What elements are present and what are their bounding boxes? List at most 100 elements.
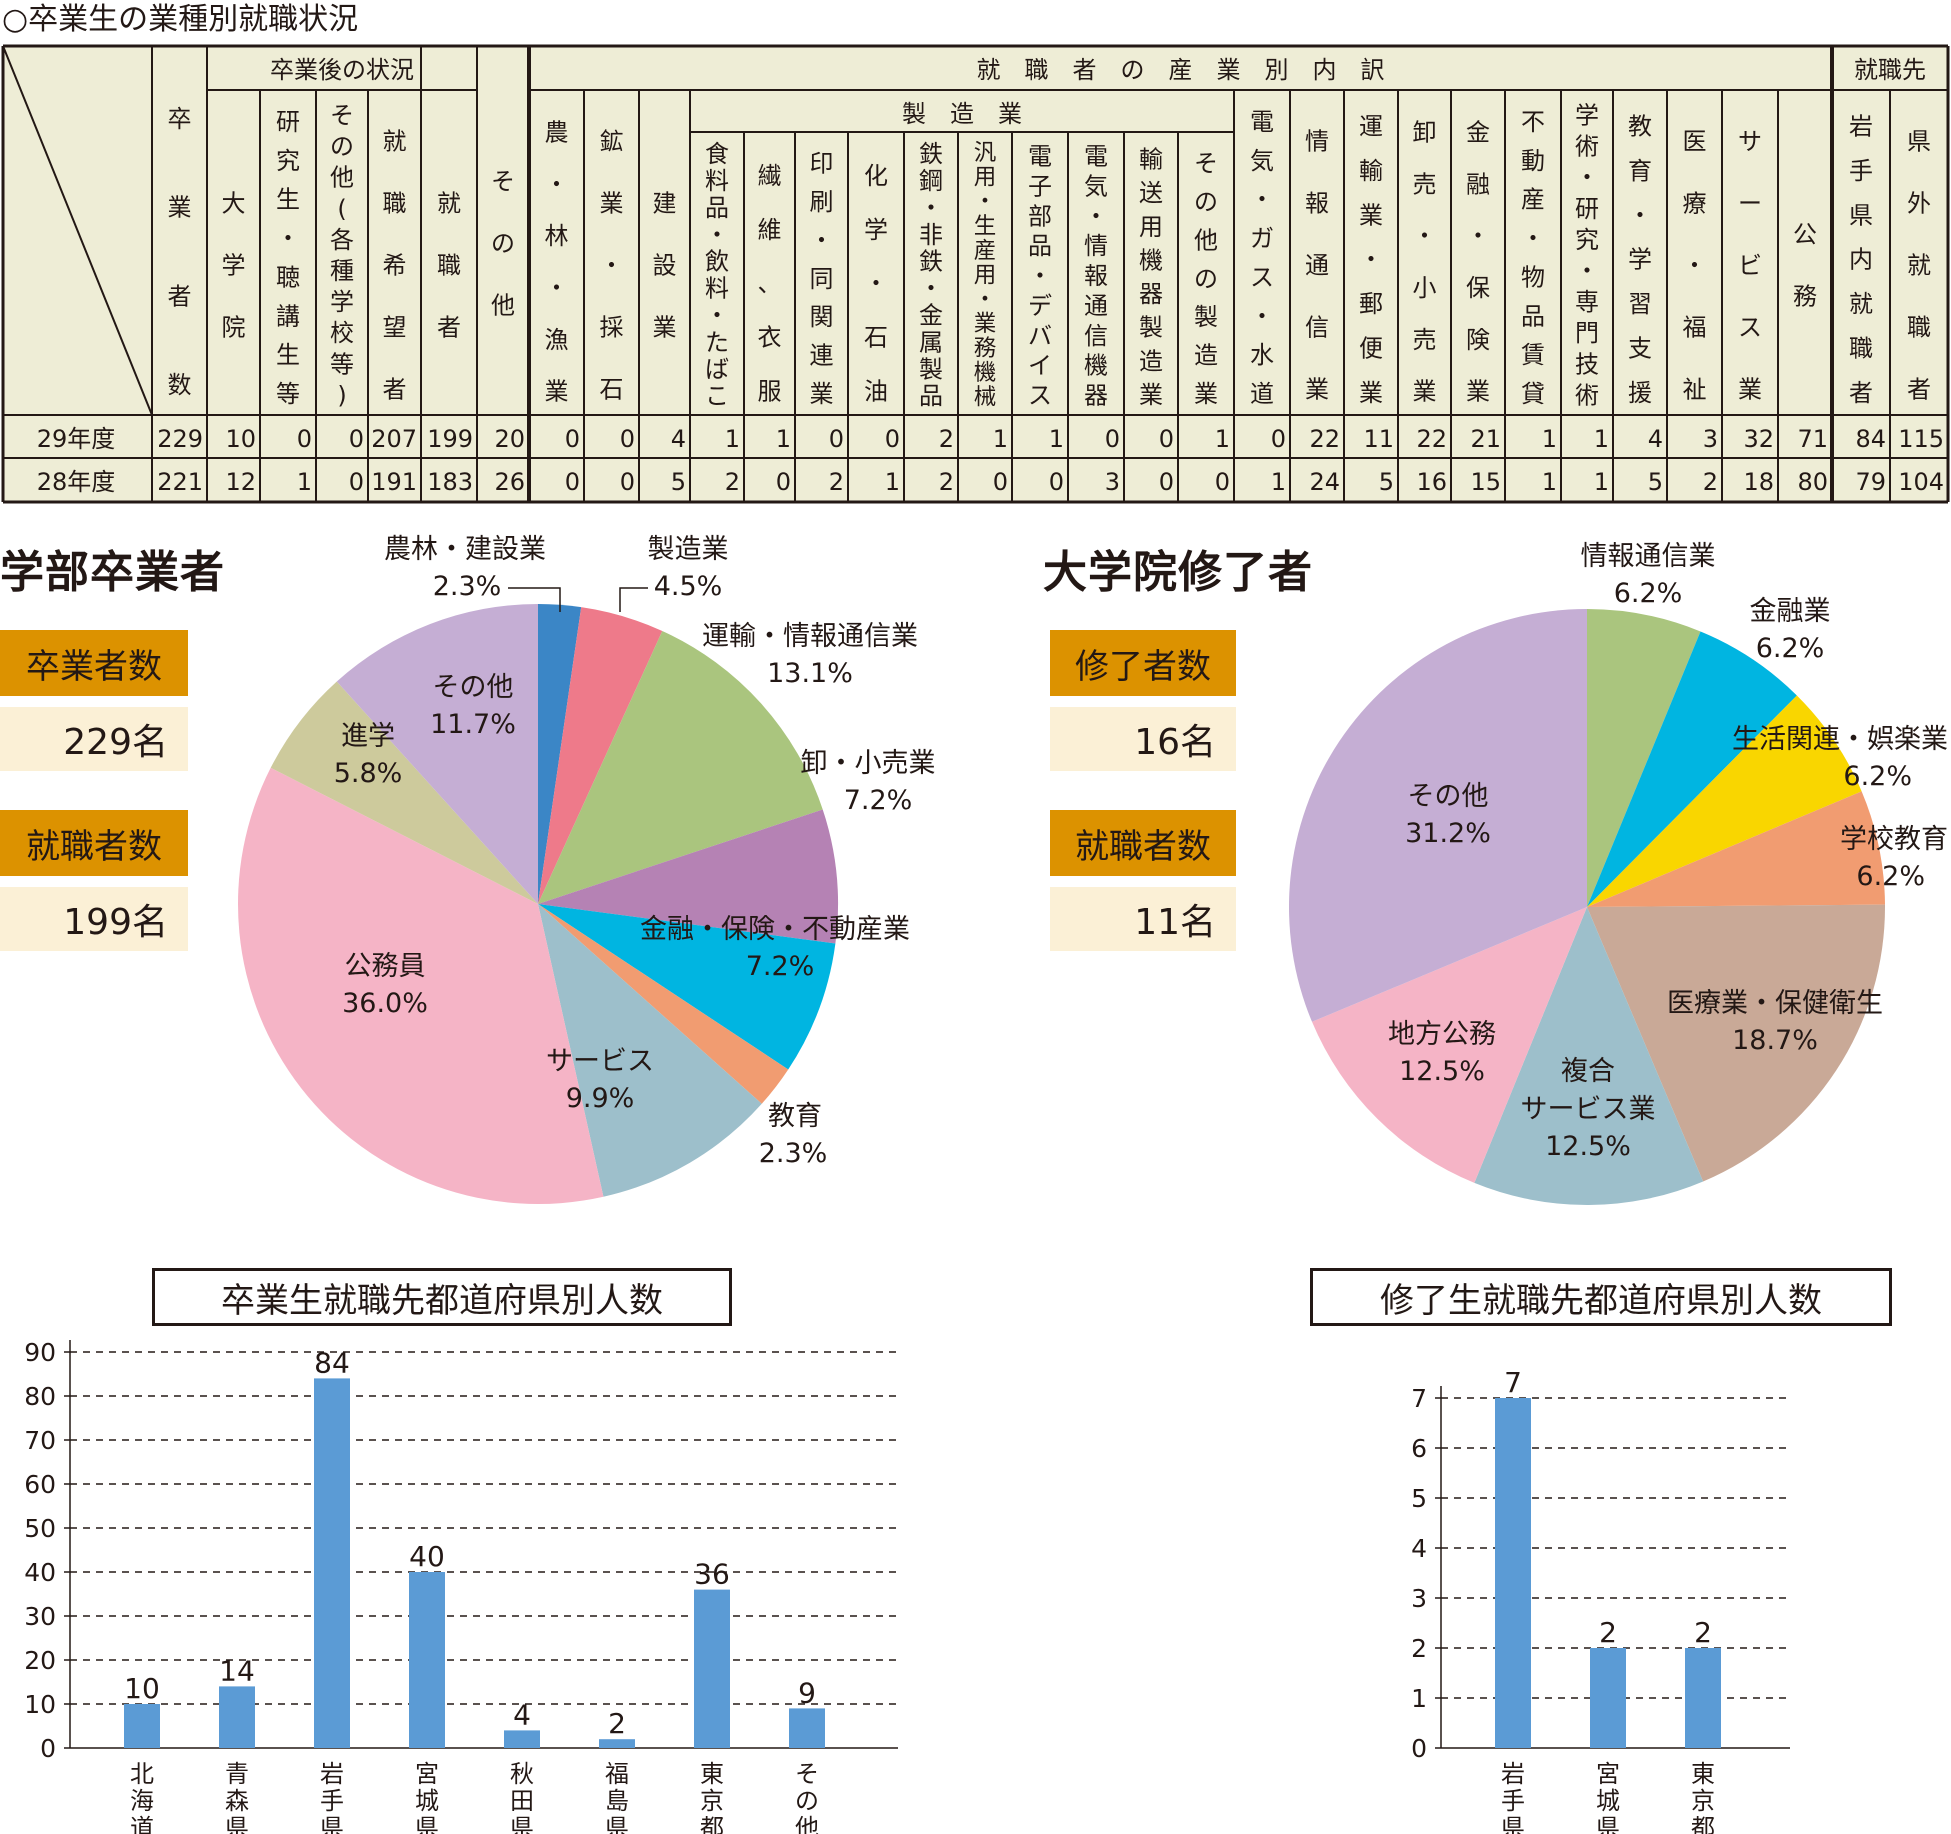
table-col-header-char: ス [1738, 313, 1762, 341]
table-col-header-char: 就 [437, 189, 461, 217]
table-col-header-char: ・ [864, 270, 888, 298]
table-col-header-char: 育 [1628, 157, 1652, 185]
table-cell: 22 [1416, 425, 1447, 453]
table-col-header-char: 公 [1793, 220, 1817, 248]
table-col-header-char: 産 [974, 238, 996, 264]
table-col-header-char: 製 [1194, 303, 1218, 331]
x-category-label: 城 [415, 1787, 439, 1815]
table-col-header-char: 気 [1250, 147, 1274, 175]
table-col-header-char: 非 [919, 221, 943, 249]
table-col-header-char: 信 [1084, 322, 1108, 350]
table-col-header-char: 手 [1849, 157, 1873, 185]
table-col-header-char: ・ [919, 194, 943, 222]
table-cell: 2 [939, 425, 954, 453]
table-cell: 1 [1271, 468, 1286, 496]
x-category-label: 県 [320, 1814, 344, 1834]
table-col-header-char: 品 [1521, 302, 1545, 330]
table-col-header-char: 講 [276, 302, 300, 330]
x-category-label: 他 [795, 1814, 819, 1834]
table-col-header-char: 就 [383, 127, 407, 155]
table-cell: 0 [1159, 425, 1174, 453]
table-col-header-char: 門 [1575, 319, 1599, 347]
pie-slice [1587, 791, 1885, 907]
table-cell: 20 [494, 425, 525, 453]
table-col-header-char: 通 [1084, 292, 1108, 320]
table-col-header-char: 郵 [1359, 290, 1383, 318]
y-tick-label: 60 [24, 1470, 56, 1499]
bar [219, 1686, 255, 1748]
table-cell: 0 [565, 425, 580, 453]
table-col-header-char: ば [705, 355, 729, 383]
table-col-header-char: 輸 [1359, 157, 1383, 185]
table-col-header-char: 業 [1359, 379, 1383, 407]
table-col-header-char: 機 [1084, 352, 1108, 380]
table-col-header-char: そ [491, 167, 515, 195]
x-category-label: 県 [415, 1814, 439, 1834]
table-cell: 0 [885, 425, 900, 453]
table-col-header-char: 学 [1628, 246, 1652, 274]
pie-slice [538, 904, 789, 1104]
pie-slice-value: 5.8% [334, 758, 403, 789]
table-col-header-char: 化 [864, 162, 888, 190]
table-col-header-char: 校 [330, 319, 354, 347]
table-cell: 104 [1898, 468, 1944, 496]
grad-school-grad-label: 修了者数 [1050, 630, 1236, 696]
bar [1590, 1648, 1626, 1748]
pie-slice [1587, 609, 1701, 907]
table-col-header-char: 料 [705, 167, 729, 195]
x-category-label: 県 [1501, 1814, 1525, 1834]
employment-table: 卒業後の状況就 職 者 の 産 業 別 内 訳製 造 業就職先卒業者数大学院研究… [1, 44, 1950, 504]
pie-slice [1587, 904, 1885, 1182]
table-cell: 0 [776, 468, 791, 496]
pie-slice-value: 4.5% [654, 571, 723, 602]
table-col-header-char: 業 [545, 378, 569, 406]
bar-value-label: 2 [1694, 1616, 1712, 1649]
pie-slice-label: サービス [546, 1046, 654, 1077]
table-col-header-char: 情 [1084, 232, 1108, 260]
y-tick-label: 6 [1411, 1434, 1427, 1463]
table-cell: 0 [349, 425, 364, 453]
pie-slice-label: 製造業 [648, 534, 729, 565]
table-col-header-char: 売 [1413, 326, 1437, 354]
pie-slice-label: 進学 [341, 721, 395, 752]
bar-value-label: 10 [124, 1672, 160, 1705]
table-cell: 0 [1105, 425, 1120, 453]
bar [314, 1378, 350, 1748]
table-cell: 5 [671, 468, 686, 496]
pie-slice-value: 13.1% [767, 658, 853, 689]
pie-slice-label: 公務員 [345, 951, 426, 982]
table-col-header-char: 漁 [545, 326, 569, 354]
table-col-header-char: 機 [974, 360, 996, 386]
y-tick-label: 90 [24, 1338, 56, 1367]
table-cell: 3 [1105, 468, 1120, 496]
x-category-label: 宮 [415, 1760, 439, 1788]
x-category-label: 都 [700, 1814, 724, 1834]
table-col-header-char: 子 [1028, 172, 1052, 200]
bar [694, 1589, 730, 1748]
pie-slice-label: その他 [1408, 781, 1489, 812]
table-cell: 0 [565, 468, 580, 496]
x-category-label: 青 [225, 1760, 249, 1788]
table-col-header-char: 生 [276, 186, 300, 214]
table-cell: 1 [1594, 425, 1609, 453]
table-cell: 5 [1648, 468, 1663, 496]
table-col-header-char: 務 [1793, 282, 1817, 310]
table-cell: 1 [725, 425, 740, 453]
pie-slice-label: 医療業・保健衛生 [1667, 988, 1883, 1019]
table-col-header-char: 等 [276, 380, 300, 408]
table-row-label: 28年度 [37, 468, 116, 496]
table-col-header-char: 金 [1466, 119, 1490, 147]
table-col-header-char: 希 [383, 251, 407, 279]
table-col-header-char: 者 [1849, 379, 1873, 407]
table-col-header-char: 属 [919, 328, 943, 356]
y-tick-label: 80 [24, 1382, 56, 1411]
table-cell: 207 [371, 425, 417, 453]
table-col-header-char: 就 [1907, 251, 1931, 279]
table-cell: 11 [1363, 425, 1394, 453]
table-cell: 3 [1703, 425, 1718, 453]
table-col-header-char: ・ [705, 301, 729, 329]
pie-slice-value: 12.5% [1399, 1056, 1485, 1087]
table-col-header-char: 業 [653, 313, 677, 341]
table-col-header-char: 食 [705, 140, 729, 168]
y-tick-label: 4 [1411, 1534, 1427, 1563]
